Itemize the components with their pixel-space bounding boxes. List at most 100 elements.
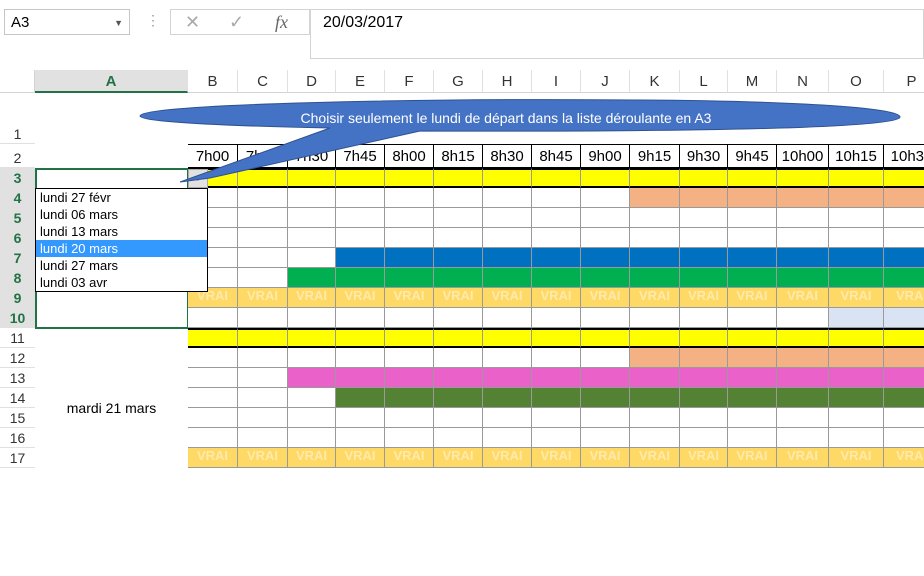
cell-O6[interactable] <box>829 228 884 248</box>
cell-B6[interactable] <box>188 228 238 248</box>
cell-J9[interactable]: VRAI <box>581 288 630 308</box>
column-header-O[interactable]: O <box>829 70 884 93</box>
cell-O4[interactable] <box>829 188 884 208</box>
cell-F6[interactable] <box>385 228 434 248</box>
cell-J17[interactable]: VRAI <box>581 448 630 468</box>
cell-E10[interactable] <box>336 308 385 328</box>
select-all-button[interactable] <box>0 70 35 93</box>
cell-L2[interactable]: 9h30 <box>680 144 728 168</box>
cell-E4[interactable] <box>336 188 385 208</box>
cell-C11[interactable] <box>238 328 288 348</box>
cell-H14[interactable] <box>483 388 532 408</box>
cell-L7[interactable] <box>680 248 728 268</box>
cell-N7[interactable] <box>777 248 829 268</box>
column-header-E[interactable]: E <box>336 70 385 93</box>
cell-C17[interactable]: VRAI <box>238 448 288 468</box>
cell-G8[interactable] <box>434 268 483 288</box>
cell-F11[interactable] <box>385 328 434 348</box>
cell-G14[interactable] <box>434 388 483 408</box>
cell-F9[interactable]: VRAI <box>385 288 434 308</box>
cell-M11[interactable] <box>728 328 777 348</box>
column-header-L[interactable]: L <box>680 70 728 93</box>
cell-G6[interactable] <box>434 228 483 248</box>
cell-H5[interactable] <box>483 208 532 228</box>
cell-O14[interactable] <box>829 388 884 408</box>
cell-L6[interactable] <box>680 228 728 248</box>
cell-C14[interactable] <box>238 388 288 408</box>
cell-I14[interactable] <box>532 388 581 408</box>
cell-C13[interactable] <box>238 368 288 388</box>
cell-O13[interactable] <box>829 368 884 388</box>
cell-B14[interactable] <box>188 388 238 408</box>
cell-B9[interactable]: VRAI <box>188 288 238 308</box>
cell-J4[interactable] <box>581 188 630 208</box>
cell-F13[interactable] <box>385 368 434 388</box>
date-dropdown-list[interactable]: lundi 27 févr lundi 06 mars lundi 13 mars l… <box>35 188 208 292</box>
cell-N12[interactable] <box>777 348 829 368</box>
cell-O2[interactable]: 10h15 <box>829 144 884 168</box>
cell-B11[interactable] <box>188 328 238 348</box>
cell-N14[interactable] <box>777 388 829 408</box>
cell-I16[interactable] <box>532 428 581 448</box>
cell-J14[interactable] <box>581 388 630 408</box>
cell-K10[interactable] <box>630 308 680 328</box>
cell-O17[interactable]: VRAI <box>829 448 884 468</box>
cell-I2[interactable]: 8h45 <box>532 144 581 168</box>
cell-E6[interactable] <box>336 228 385 248</box>
row-header-6[interactable]: 6 <box>0 228 35 248</box>
cell-G5[interactable] <box>434 208 483 228</box>
cell-H17[interactable]: VRAI <box>483 448 532 468</box>
cell-C16[interactable] <box>238 428 288 448</box>
cell-E9[interactable]: VRAI <box>336 288 385 308</box>
cell-M14[interactable] <box>728 388 777 408</box>
cell-M2[interactable]: 9h45 <box>728 144 777 168</box>
cell-C4[interactable] <box>238 188 288 208</box>
cell-K3[interactable] <box>630 168 680 188</box>
cell-I6[interactable] <box>532 228 581 248</box>
cell-P2[interactable]: 10h30 <box>884 144 924 168</box>
cell-H16[interactable] <box>483 428 532 448</box>
cell-D8[interactable] <box>288 268 336 288</box>
cell-L3[interactable] <box>680 168 728 188</box>
cell-G9[interactable]: VRAI <box>434 288 483 308</box>
cell-D10[interactable] <box>288 308 336 328</box>
dropdown-option[interactable]: lundi 06 mars <box>40 207 119 222</box>
cell-J7[interactable] <box>581 248 630 268</box>
cell-I3[interactable] <box>532 168 581 188</box>
cell-O7[interactable] <box>829 248 884 268</box>
cell-D11[interactable] <box>288 328 336 348</box>
column-header-K[interactable]: K <box>630 70 680 93</box>
cell-L10[interactable] <box>680 308 728 328</box>
cell-J3[interactable] <box>581 168 630 188</box>
cell-O9[interactable]: VRAI <box>829 288 884 308</box>
cell-P8[interactable] <box>884 268 924 288</box>
cell-D12[interactable] <box>288 348 336 368</box>
cell-N13[interactable] <box>777 368 829 388</box>
cell-K2[interactable]: 9h15 <box>630 144 680 168</box>
cell-G3[interactable] <box>434 168 483 188</box>
cell-K5[interactable] <box>630 208 680 228</box>
cell-G15[interactable] <box>434 408 483 428</box>
cell-B5[interactable] <box>188 208 238 228</box>
cell-F15[interactable] <box>385 408 434 428</box>
cell-F12[interactable] <box>385 348 434 368</box>
cell-I7[interactable] <box>532 248 581 268</box>
cell-K6[interactable] <box>630 228 680 248</box>
cell-B8[interactable] <box>188 268 238 288</box>
enter-icon[interactable]: ✓ <box>229 12 245 32</box>
column-header-N[interactable]: N <box>777 70 829 93</box>
cell-K9[interactable]: VRAI <box>630 288 680 308</box>
cell-B4[interactable] <box>188 188 238 208</box>
cell-H8[interactable] <box>483 268 532 288</box>
cell-K13[interactable] <box>630 368 680 388</box>
cell-E13[interactable] <box>336 368 385 388</box>
cell-K16[interactable] <box>630 428 680 448</box>
cell-C3[interactable] <box>238 168 288 188</box>
cell-D4[interactable] <box>288 188 336 208</box>
cell-G11[interactable] <box>434 328 483 348</box>
row-header-17[interactable]: 17 <box>0 448 35 468</box>
cell-F14[interactable] <box>385 388 434 408</box>
cell-B2[interactable]: 7h00 <box>188 144 238 168</box>
cell-C15[interactable] <box>238 408 288 428</box>
cell-B10[interactable] <box>188 308 238 328</box>
